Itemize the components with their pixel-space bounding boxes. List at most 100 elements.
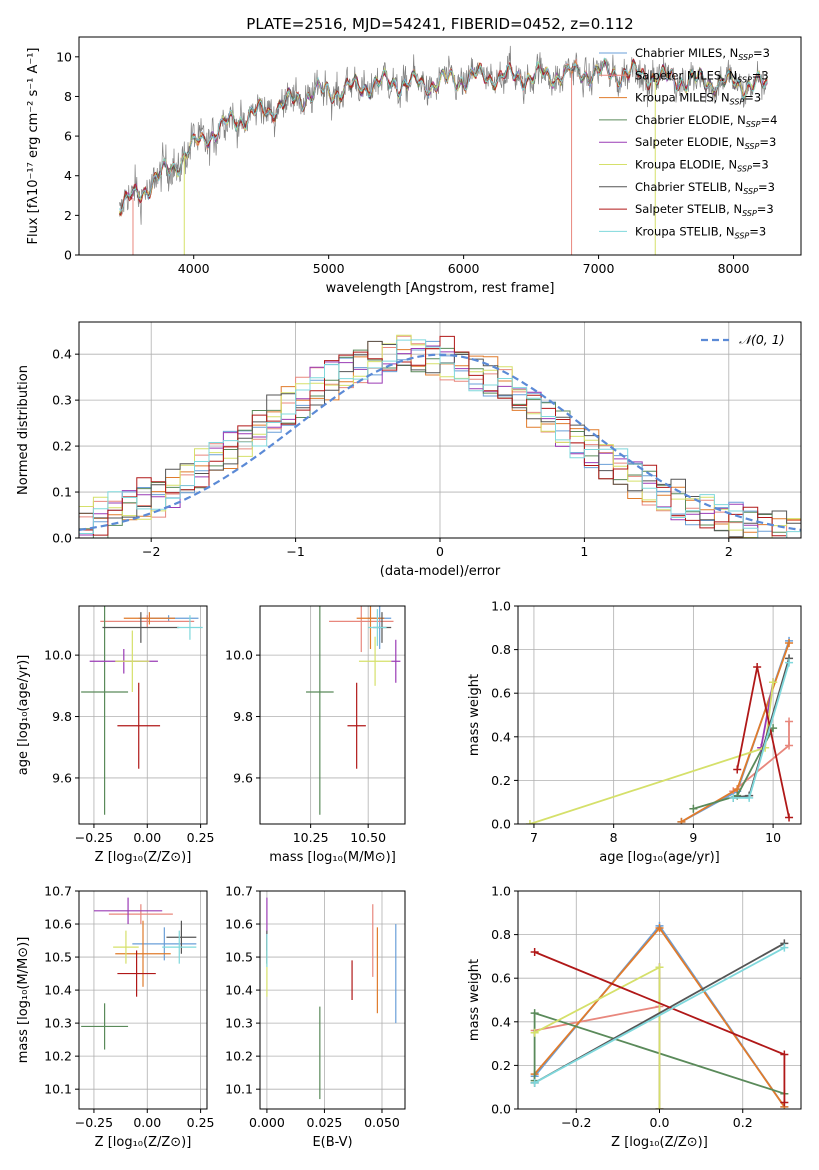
x-tick-label: 10.50 xyxy=(350,830,386,845)
y-tick-label: 0.4 xyxy=(491,729,511,744)
x-tick-label: −0.25 xyxy=(75,1115,113,1130)
x-axis-label: E(B-V) xyxy=(312,1135,352,1150)
weight-marker-kroupa_stelib xyxy=(530,1078,539,1087)
errorbar-point-kroupa_stelib xyxy=(162,930,197,964)
errorbar-point-kroupa_elodie xyxy=(115,630,150,692)
errorbar-point-salpeter_stelib xyxy=(117,950,156,997)
y-tick-label: 2 xyxy=(64,208,72,223)
errorbar-point-salpeter_elodie xyxy=(391,639,401,683)
legend-label-salpeter_stelib: Salpeter STELIB, NSSP=3 xyxy=(635,202,774,218)
x-tick-label: 9 xyxy=(689,830,697,845)
y-tick-label: 0.2 xyxy=(491,1058,511,1073)
x-tick-label: 8000 xyxy=(718,261,750,276)
weight-line-kroupa_elodie xyxy=(529,682,774,824)
weight-marker-kroupa_elodie xyxy=(525,820,534,824)
y-tick-label: 9.8 xyxy=(233,709,253,724)
errorbar-point-chabrier_elodie xyxy=(81,606,129,815)
y-tick-label: 0.2 xyxy=(491,773,511,788)
y-tick-label: 10.2 xyxy=(225,1049,253,1064)
panel-mass-weight-vs-metallicity: −0.2 0.0 0.2 0.0 0.2 0.4 0.6 0.8 1.0 Z [log₁₀(Z/Z… xyxy=(467,884,802,1150)
weight-marker-salpeter_stelib xyxy=(530,948,539,957)
y-tick-label: 6 xyxy=(64,129,72,144)
y-axis-label: Normed distribution xyxy=(16,365,31,495)
y-axis-label: age [log₁₀(age/yr)] xyxy=(16,655,31,776)
normal-legend-label: 𝒩(0, 1) xyxy=(739,332,785,347)
y-tick-label: 0.4 xyxy=(491,1014,511,1029)
axes-frame xyxy=(78,890,208,1110)
legend-label-kroupa_elodie: Kroupa ELODIE, NSSP=3 xyxy=(635,158,769,174)
normal-curve xyxy=(79,353,801,531)
x-tick-label: 0.00 xyxy=(133,1115,161,1130)
weight-marker-salpeter_miles xyxy=(785,717,794,726)
weight-marker-salpeter_stelib xyxy=(733,765,742,774)
y-tick-label: 0.8 xyxy=(491,927,511,942)
panel-residual-histogram: −2 −1 0 1 2 0.0 0.1 0.2 0.3 0.4 (data-model)/error… xyxy=(16,321,802,579)
y-tick-label: 10.1 xyxy=(225,1082,253,1097)
y-tick-label: 1.0 xyxy=(491,599,511,614)
errorbar-point-kroupa_miles xyxy=(115,920,171,987)
x-tick-label: −2 xyxy=(142,544,160,559)
figure-title: PLATE=2516, MJD=54241, FIBERID=0452, z=0… xyxy=(246,15,633,33)
plot-area xyxy=(119,45,768,255)
y-tick-label: 0.6 xyxy=(491,686,511,701)
x-axis-label: mass [log₁₀(M/M⊙)] xyxy=(269,850,396,865)
errorbar-point-chabrier_elodie xyxy=(81,1003,129,1050)
y-tick-label: 9.6 xyxy=(52,770,72,785)
y-tick-label: 8 xyxy=(64,89,72,104)
y-tick-label: 10.1 xyxy=(44,1082,72,1097)
weight-marker-kroupa_elodie xyxy=(530,1028,539,1037)
x-axis-label: age [log₁₀(age/yr)] xyxy=(599,850,720,865)
legend-label-kroupa_stelib: Kroupa STELIB, NSSP=3 xyxy=(635,224,766,240)
legend-label-salpeter_miles: Salpeter MILES, NSSP=3 xyxy=(635,68,769,84)
y-axis-label: mass weight xyxy=(467,959,482,1041)
y-tick-label: 10.3 xyxy=(225,1016,253,1031)
y-tick-label: 10.0 xyxy=(225,648,253,663)
x-tick-label: 0.2 xyxy=(733,1115,753,1130)
histogram-kroupa_stelib xyxy=(79,339,801,538)
weight-line-kroupa_stelib xyxy=(534,946,785,1084)
axes-frame xyxy=(78,605,208,825)
x-tick-label: 0.000 xyxy=(249,1115,285,1130)
x-axis-label: (data-model)/error xyxy=(380,564,501,579)
legend-label-chabrier_stelib: Chabrier STELIB, NSSP=3 xyxy=(635,180,775,196)
y-tick-label: 0.0 xyxy=(52,531,72,546)
errorbar-point-salpeter_miles xyxy=(100,615,195,628)
errorbar-point-kroupa_stelib xyxy=(177,615,203,640)
weight-marker-salpeter_stelib xyxy=(785,813,794,822)
x-tick-label: 0.25 xyxy=(187,1115,215,1130)
weight-marker-chabrier_elodie xyxy=(689,804,698,813)
panel-spectrum: 4000 5000 6000 7000 8000 0 2 4 6 8 10 wavelength [A… xyxy=(26,36,802,296)
errorbar-point-kroupa_miles xyxy=(356,606,385,649)
y-tick-label: 10.4 xyxy=(225,983,253,998)
weight-marker-salpeter_stelib xyxy=(780,1050,789,1059)
plot-area xyxy=(81,606,203,815)
x-tick-label: 0 xyxy=(436,544,444,559)
errorbar-point-salpeter_elodie xyxy=(93,897,163,925)
y-tick-label: 10.2 xyxy=(44,1049,72,1064)
legend-label-chabrier_elodie: Chabrier ELODIE, NSSP=4 xyxy=(635,113,777,129)
y-tick-label: 10.7 xyxy=(44,884,72,899)
y-axis-label: mass [log₁₀(M/M⊙)] xyxy=(16,937,31,1064)
errorbar-point-chabrier_stelib xyxy=(102,612,180,643)
weight-marker-chabrier_elodie xyxy=(530,1009,539,1018)
legend-label-salpeter_elodie: Salpeter ELODIE, NSSP=3 xyxy=(635,135,776,151)
y-axis-label: mass weight xyxy=(467,674,482,756)
y-tick-label: 0.4 xyxy=(52,347,72,362)
weight-marker-kroupa_stelib xyxy=(729,793,738,802)
legend-label-chabrier_miles: Chabrier MILES, NSSP=3 xyxy=(635,46,770,62)
y-tick-label: 0.1 xyxy=(52,485,72,500)
y-axis-label: Flux [fλ10⁻¹⁷ erg cm⁻² s⁻¹ A⁻¹] xyxy=(26,48,41,245)
plot-area xyxy=(306,606,401,815)
errorbar-point-chabrier_stelib xyxy=(166,920,197,954)
y-tick-label: 10.0 xyxy=(44,648,72,663)
x-tick-label: −0.25 xyxy=(75,830,113,845)
errorbar-point-salpeter_miles xyxy=(108,904,173,925)
weight-marker-kroupa_elodie xyxy=(655,1105,664,1109)
y-tick-label: 10.7 xyxy=(225,884,253,899)
weight-marker-kroupa_stelib xyxy=(785,658,794,667)
x-axis-label: Z [log₁₀(Z/Z⊙)] xyxy=(95,1135,192,1150)
y-tick-label: 10.5 xyxy=(225,950,253,965)
x-tick-label: 0.25 xyxy=(187,830,215,845)
y-tick-label: 0.8 xyxy=(491,642,511,657)
